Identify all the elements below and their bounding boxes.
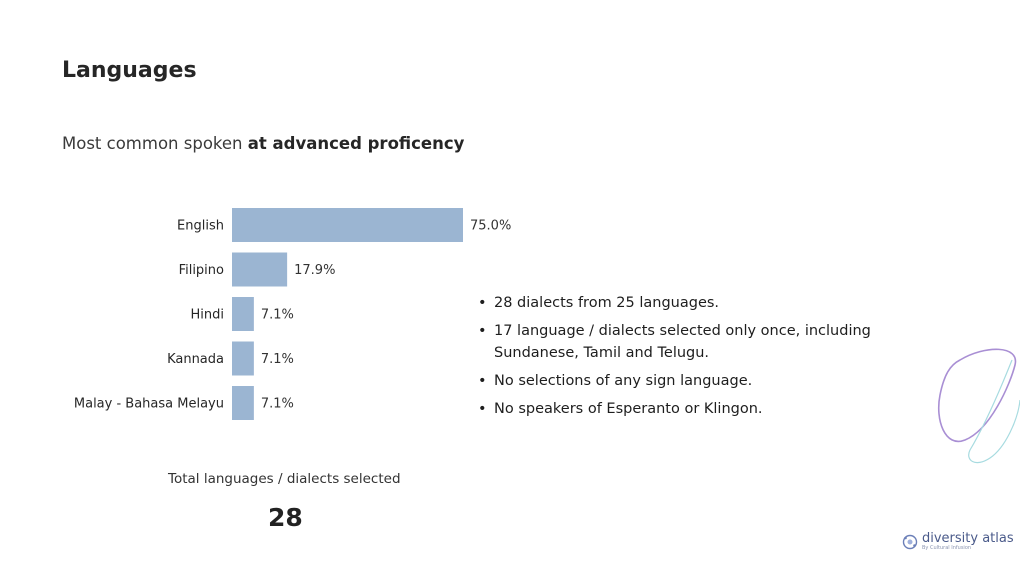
bar-english xyxy=(232,208,463,242)
bullet-item: No selections of any sign language. xyxy=(478,370,908,392)
total-label: Total languages / dialects selected xyxy=(168,471,401,487)
bullet-item: No speakers of Esperanto or Klingon. xyxy=(478,398,908,420)
category-label: Kannada xyxy=(167,352,224,367)
decorative-loop-graphic xyxy=(938,348,1020,464)
category-label: English xyxy=(177,219,224,234)
value-label: 7.1% xyxy=(261,308,294,323)
category-label: Hindi xyxy=(191,308,225,323)
value-label: 75.0% xyxy=(470,219,511,234)
page-title: Languages xyxy=(62,58,197,83)
summary-bullets: 28 dialects from 25 languages. 17 langua… xyxy=(478,292,908,426)
bullet-item: 17 language / dialects selected only onc… xyxy=(478,320,908,364)
globe-logo-icon xyxy=(902,534,918,549)
logo-name: diversity atlas xyxy=(922,531,1014,546)
bar-hindi xyxy=(232,297,254,331)
logo-tagline: By Cultural Infusion xyxy=(922,545,972,551)
bar-malay-bahasa-melayu xyxy=(232,386,254,420)
value-label: 7.1% xyxy=(261,397,294,412)
total-value: 28 xyxy=(268,503,303,532)
bar-filipino xyxy=(232,252,288,287)
value-label: 17.9% xyxy=(294,263,335,278)
category-label: Filipino xyxy=(179,263,224,278)
diversity-atlas-logo: diversity atlas By Cultural Infusion xyxy=(902,532,1014,551)
bullet-item: 28 dialects from 25 languages. xyxy=(478,292,908,314)
chart-subtitle: Most common spoken at advanced proficenc… xyxy=(62,134,464,153)
bar-kannada xyxy=(232,341,254,376)
subtitle-emphasis: at advanced proficency xyxy=(247,134,465,153)
subtitle-prefix: Most common spoken xyxy=(62,134,248,153)
value-label: 7.1% xyxy=(261,352,294,367)
category-label: Malay - Bahasa Melayu xyxy=(74,397,224,412)
